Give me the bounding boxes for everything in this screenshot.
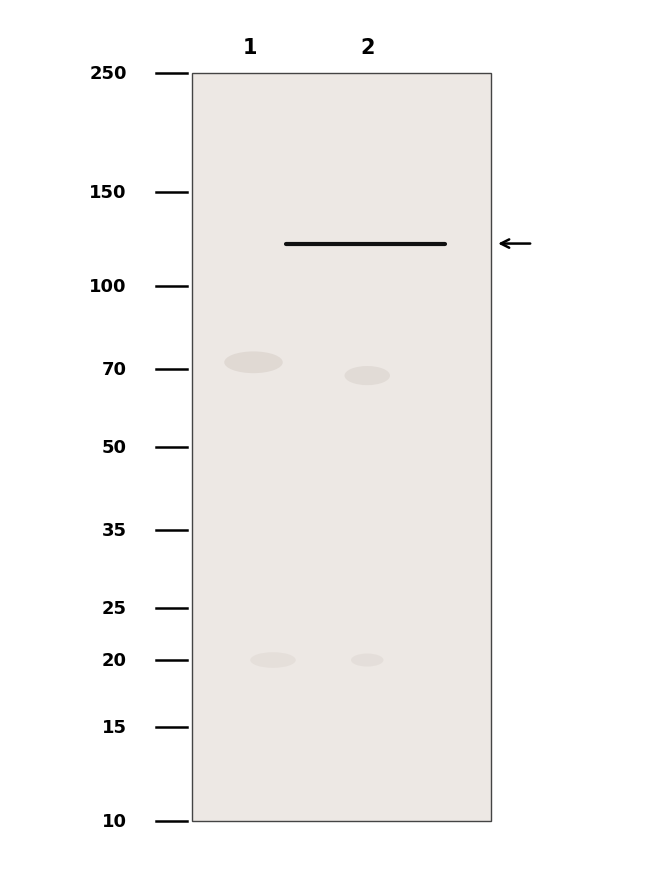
Text: 20: 20 — [102, 651, 127, 669]
Text: 150: 150 — [89, 183, 127, 202]
Ellipse shape — [250, 653, 296, 668]
Text: 70: 70 — [102, 361, 127, 378]
Ellipse shape — [351, 653, 383, 667]
Text: 2: 2 — [360, 38, 374, 57]
Text: 35: 35 — [102, 521, 127, 540]
Text: 10: 10 — [102, 813, 127, 830]
Text: 50: 50 — [102, 439, 127, 456]
Text: 100: 100 — [89, 277, 127, 295]
Ellipse shape — [224, 352, 283, 374]
Text: 15: 15 — [102, 718, 127, 736]
Text: 250: 250 — [89, 65, 127, 83]
Bar — [192, 74, 491, 821]
Ellipse shape — [344, 367, 390, 386]
Text: 25: 25 — [102, 600, 127, 618]
Text: 1: 1 — [243, 38, 257, 57]
